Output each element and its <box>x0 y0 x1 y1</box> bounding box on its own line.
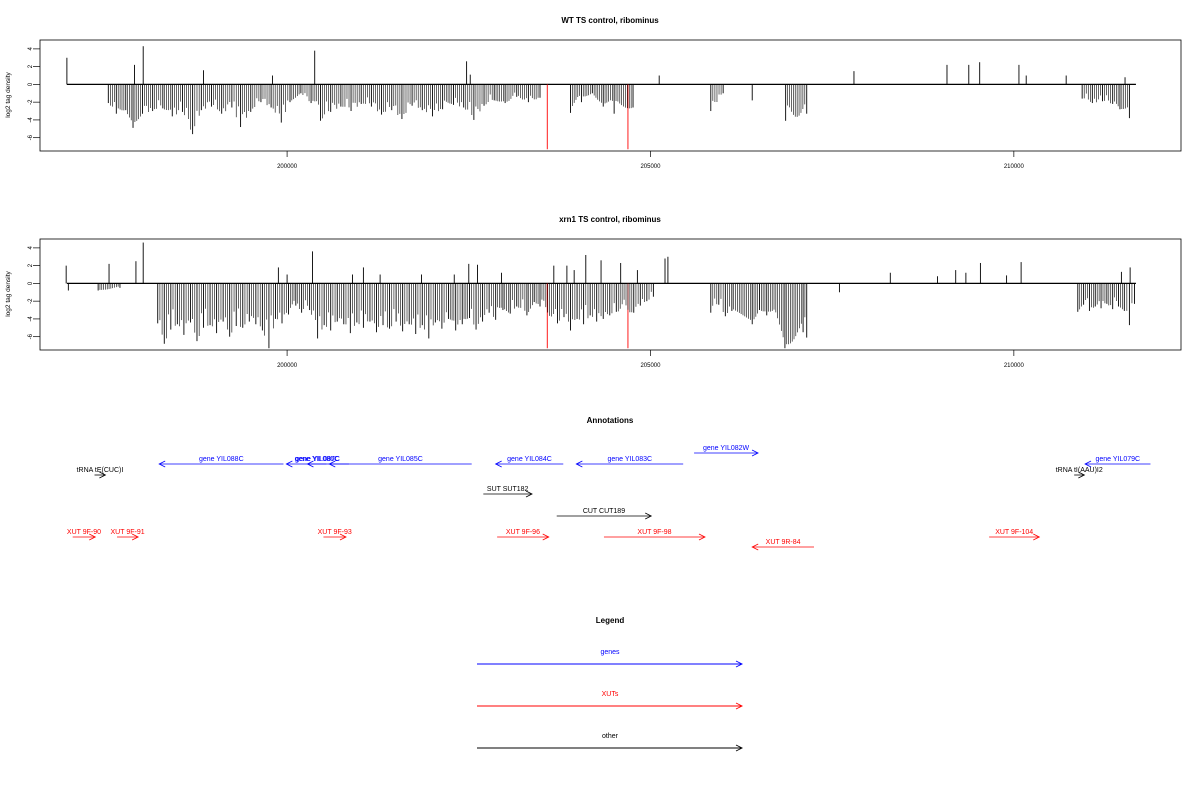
feature-label: XUT 9F-93 <box>318 529 352 536</box>
annotations-title: Annotations <box>587 416 634 425</box>
wt-coverage-panel: WT TS control, ribominus log2 tag densit… <box>5 16 1182 170</box>
feature-arrow-head <box>751 543 759 551</box>
feature-label: SUT SUT182 <box>487 486 529 493</box>
wt-y-tick-label: -6 <box>28 134 34 140</box>
feature-arrow-head <box>131 533 140 541</box>
feature-label: gene YIL088C <box>199 456 244 463</box>
wt-panel-title: WT TS control, ribominus <box>561 16 659 25</box>
wt-x-tick-label: 200000 <box>277 164 298 170</box>
wt-y-tick-label: -2 <box>28 99 34 105</box>
feature-label: gene YIL083C <box>607 456 652 463</box>
feature-label: tRNA tE(CUC)I <box>77 467 124 474</box>
annotations-panel: Annotations tRNA tE(CUC)I gene YIL088C gen… <box>67 416 1151 551</box>
wt-x-tick-label: 210000 <box>1004 164 1025 170</box>
feature-arrow-head <box>1084 460 1092 468</box>
wt-y-tick-label: 0 <box>28 82 34 86</box>
feature-label: gene YIL082W <box>703 445 750 452</box>
xrn1-coverage-panel: xrn1 TS control, ribominus log2 tag dens… <box>5 215 1182 369</box>
legend-label: other <box>602 733 619 740</box>
feature-arrow-head <box>494 460 502 468</box>
feature-label: tRNA tI(AAU)I2 <box>1056 467 1103 474</box>
feature-arrow-head <box>158 460 166 468</box>
feature-arrow-head <box>525 490 533 498</box>
xrn1-x-tick-label: 200000 <box>277 363 298 369</box>
xrn1-y-tick-label: -4 <box>28 316 34 322</box>
feature-arrow-head <box>1078 471 1086 479</box>
feature-arrow-head <box>306 460 314 468</box>
feature-label: gene YIL087C <box>295 456 340 463</box>
wt-y-tick-label: 4 <box>28 47 34 51</box>
legend-arrow-head <box>735 660 744 668</box>
legend-label: genes <box>600 649 620 656</box>
feature-label: XUT 9F-90 <box>67 529 101 536</box>
feature-arrow-head <box>285 460 293 468</box>
feature-arrow-head <box>751 449 759 457</box>
feature-arrow-head <box>575 460 583 468</box>
wt-x-tick-label: 205000 <box>640 164 661 170</box>
feature-label: gene YIL086C <box>295 456 340 463</box>
feature-arrow-head <box>1033 533 1041 541</box>
xrn1-y-axis-label: log2 tag density <box>5 270 12 316</box>
legend-panel: Legend genes XUTs other <box>477 616 744 752</box>
feature-arrow-head <box>698 533 706 541</box>
xrn1-y-tick-label: 0 <box>28 281 34 285</box>
xrn1-plot-frame <box>39 238 1182 351</box>
feature-arrow-head <box>328 460 336 468</box>
xrn1-y-tick-label: 2 <box>28 263 34 267</box>
xrn1-x-tick-label: 205000 <box>640 363 661 369</box>
feature-label: XUT 9F-98 <box>637 529 671 536</box>
legend-label: XUTs <box>602 691 619 698</box>
wt-plot-frame <box>39 39 1182 152</box>
xrn1-y-tick-label: -2 <box>28 298 34 304</box>
feature-arrow-head <box>542 533 550 541</box>
legend-title: Legend <box>596 616 625 625</box>
feature-arrow-head <box>339 533 347 541</box>
xrn1-panel-title: xrn1 TS control, ribominus <box>559 215 661 224</box>
xrn1-x-tick-label: 210000 <box>1004 363 1025 369</box>
feature-label: XUT 9F-91 <box>111 529 145 536</box>
feature-label: XUT 9R-84 <box>766 539 801 546</box>
wt-y-tick-label: 2 <box>28 64 34 68</box>
xrn1-y-tick-label: -6 <box>28 333 34 339</box>
legend-arrow-head <box>735 744 744 752</box>
feature-label: gene YIL084C <box>507 456 552 463</box>
wt-y-tick-label: -4 <box>28 117 34 123</box>
feature-label: CUT CUT189 <box>583 508 625 515</box>
legend-arrow-head <box>735 702 744 710</box>
wt-y-axis-label: log2 tag density <box>5 71 12 117</box>
feature-arrow-head <box>99 471 107 479</box>
feature-label: XUT 9F-104 <box>995 529 1033 536</box>
xrn1-y-tick-label: 4 <box>28 246 34 250</box>
feature-label: XUT 9F-96 <box>506 529 540 536</box>
feature-label: gene YIL085C <box>378 456 423 463</box>
feature-arrow-head <box>645 512 653 520</box>
feature-label: gene YIL079C <box>1095 456 1140 463</box>
feature-arrow-head <box>89 533 97 541</box>
